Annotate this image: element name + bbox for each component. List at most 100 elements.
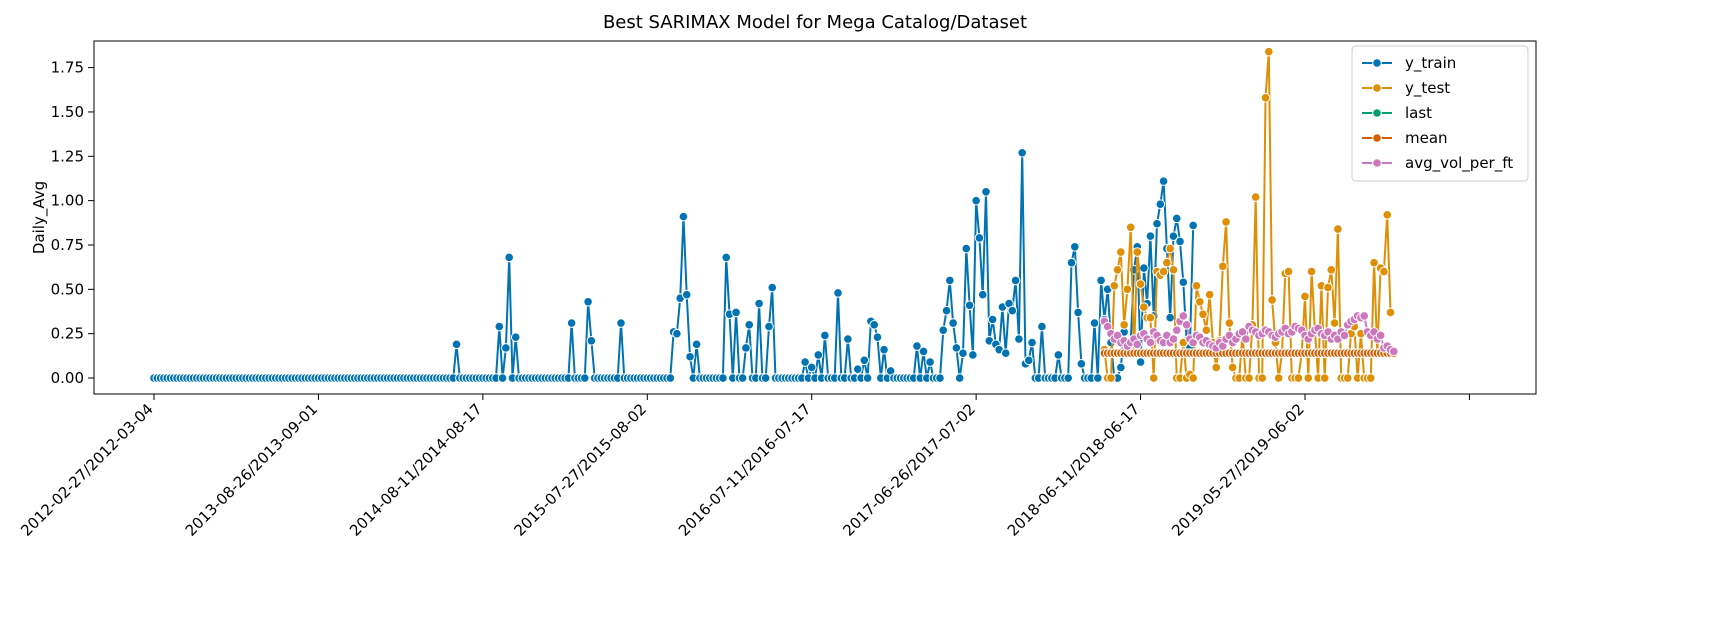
data-point-y-train — [681, 289, 692, 300]
data-point-y-test — [1116, 247, 1126, 257]
data-point-y-train — [737, 373, 748, 383]
data-point-avg-vol-per-ft — [1241, 334, 1251, 344]
data-point-y-train — [1116, 362, 1126, 373]
data-point-y-train — [494, 321, 505, 332]
data-point-y-train — [1053, 350, 1064, 360]
data-point-y-test — [1283, 266, 1294, 277]
data-point-y-train — [806, 362, 817, 373]
data-point-y-train — [764, 321, 774, 332]
data-point-y-train — [1188, 220, 1198, 231]
series-layer — [149, 46, 1399, 383]
data-point-y-test — [1260, 92, 1271, 103]
data-point-y-test — [1198, 309, 1208, 319]
legend-item-avg-vol-per-ft: avg_vol_per_ft — [1362, 154, 1513, 173]
legend-item-last: last — [1362, 104, 1432, 122]
data-point-y-train — [958, 348, 968, 359]
data-point-y-train — [1076, 359, 1087, 369]
data-point-y-train — [672, 328, 682, 339]
data-point-y-test — [1135, 279, 1146, 289]
data-point-y-test — [1293, 373, 1304, 383]
data-point-avg-vol-per-ft — [1375, 330, 1386, 341]
data-point-y-test — [1303, 373, 1314, 383]
legend-item-y-test: y_test — [1362, 79, 1450, 98]
data-point-avg-vol-per-ft — [1181, 320, 1192, 330]
data-point-y-train — [580, 373, 590, 383]
data-point-y-test — [1267, 295, 1277, 305]
data-point-y-train — [951, 343, 962, 353]
data-point-y-train — [852, 364, 863, 374]
data-point-y-train — [1066, 257, 1077, 268]
data-point-y-test — [1132, 247, 1143, 257]
data-point-y-train — [691, 339, 702, 350]
data-point-y-train — [968, 350, 978, 360]
data-point-avg-vol-per-ft — [1132, 339, 1143, 350]
data-point-y-train — [872, 332, 883, 343]
data-point-y-train — [1175, 236, 1185, 247]
data-point-y-test — [1300, 291, 1310, 302]
data-point-y-test — [1382, 210, 1393, 220]
data-point-y-test — [1224, 318, 1235, 328]
data-point-y-test — [1379, 266, 1389, 277]
series-mean — [1099, 348, 1399, 359]
data-point-y-train — [918, 346, 929, 357]
y-tick-label: 1.75 — [51, 59, 84, 77]
data-point-y-train — [977, 289, 988, 300]
data-point-y-train — [510, 332, 521, 343]
data-point-y-test — [1191, 280, 1202, 291]
legend-marker-avg-vol-per-ft — [1372, 158, 1382, 168]
data-point-y-train — [1017, 147, 1027, 158]
data-point-y-test — [1326, 265, 1337, 275]
data-point-avg-vol-per-ft — [1388, 346, 1399, 357]
data-point-y-test — [1165, 243, 1175, 254]
data-point-avg-vol-per-ft — [1168, 334, 1179, 344]
data-point-y-train — [879, 344, 889, 355]
data-point-y-train — [1152, 218, 1162, 229]
data-point-y-train — [678, 211, 689, 222]
data-point-y-train — [718, 373, 728, 383]
data-point-y-train — [583, 296, 593, 307]
data-point-y-train — [1089, 318, 1100, 328]
data-point-y-train — [1158, 176, 1169, 186]
data-point-y-train — [1073, 307, 1083, 318]
data-point-y-train — [685, 351, 695, 362]
data-point-y-test — [1323, 282, 1333, 293]
data-point-y-test — [1217, 261, 1228, 272]
data-point-y-test — [1369, 257, 1379, 268]
data-point-y-test — [1194, 296, 1205, 307]
data-point-y-train — [1063, 373, 1074, 383]
data-point-y-test — [1168, 265, 1179, 275]
data-point-y-train — [731, 307, 741, 318]
data-point-y-train — [813, 350, 824, 360]
data-point-y-train — [665, 373, 676, 383]
data-point-y-train — [820, 330, 830, 341]
data-point-y-train — [869, 320, 879, 330]
data-point-y-train — [721, 252, 732, 263]
y-tick-label: 1.25 — [51, 147, 84, 165]
data-point-y-train — [1000, 348, 1011, 359]
data-point-y-train — [1010, 275, 1021, 286]
data-point-y-test — [1109, 280, 1120, 291]
data-point-y-test — [1329, 318, 1340, 328]
data-point-y-test — [1112, 265, 1123, 275]
y-tick-label: 0.75 — [51, 236, 84, 254]
data-point-y-train — [912, 341, 922, 351]
data-point-y-train — [1069, 241, 1080, 252]
data-point-avg-vol-per-ft — [1145, 337, 1156, 348]
data-point-avg-vol-per-ft — [1178, 311, 1189, 321]
legend-item-mean: mean — [1362, 129, 1448, 147]
data-point-y-train — [760, 373, 771, 383]
data-point-y-train — [938, 325, 949, 335]
y-axis-title: Daily_Avg — [30, 181, 49, 254]
data-point-y-train — [616, 318, 626, 328]
data-point-y-test — [1250, 192, 1261, 202]
data-point-y-test — [1125, 222, 1136, 233]
y-tick-label: 1.50 — [51, 103, 84, 121]
data-point-y-test — [1162, 257, 1172, 268]
data-point-y-test — [1139, 302, 1149, 312]
data-point-y-test — [1365, 373, 1376, 383]
data-point-y-train — [833, 288, 843, 298]
data-point-y-train — [451, 339, 462, 350]
data-point-y-test — [1333, 224, 1343, 234]
data-point-y-train — [1168, 231, 1179, 241]
